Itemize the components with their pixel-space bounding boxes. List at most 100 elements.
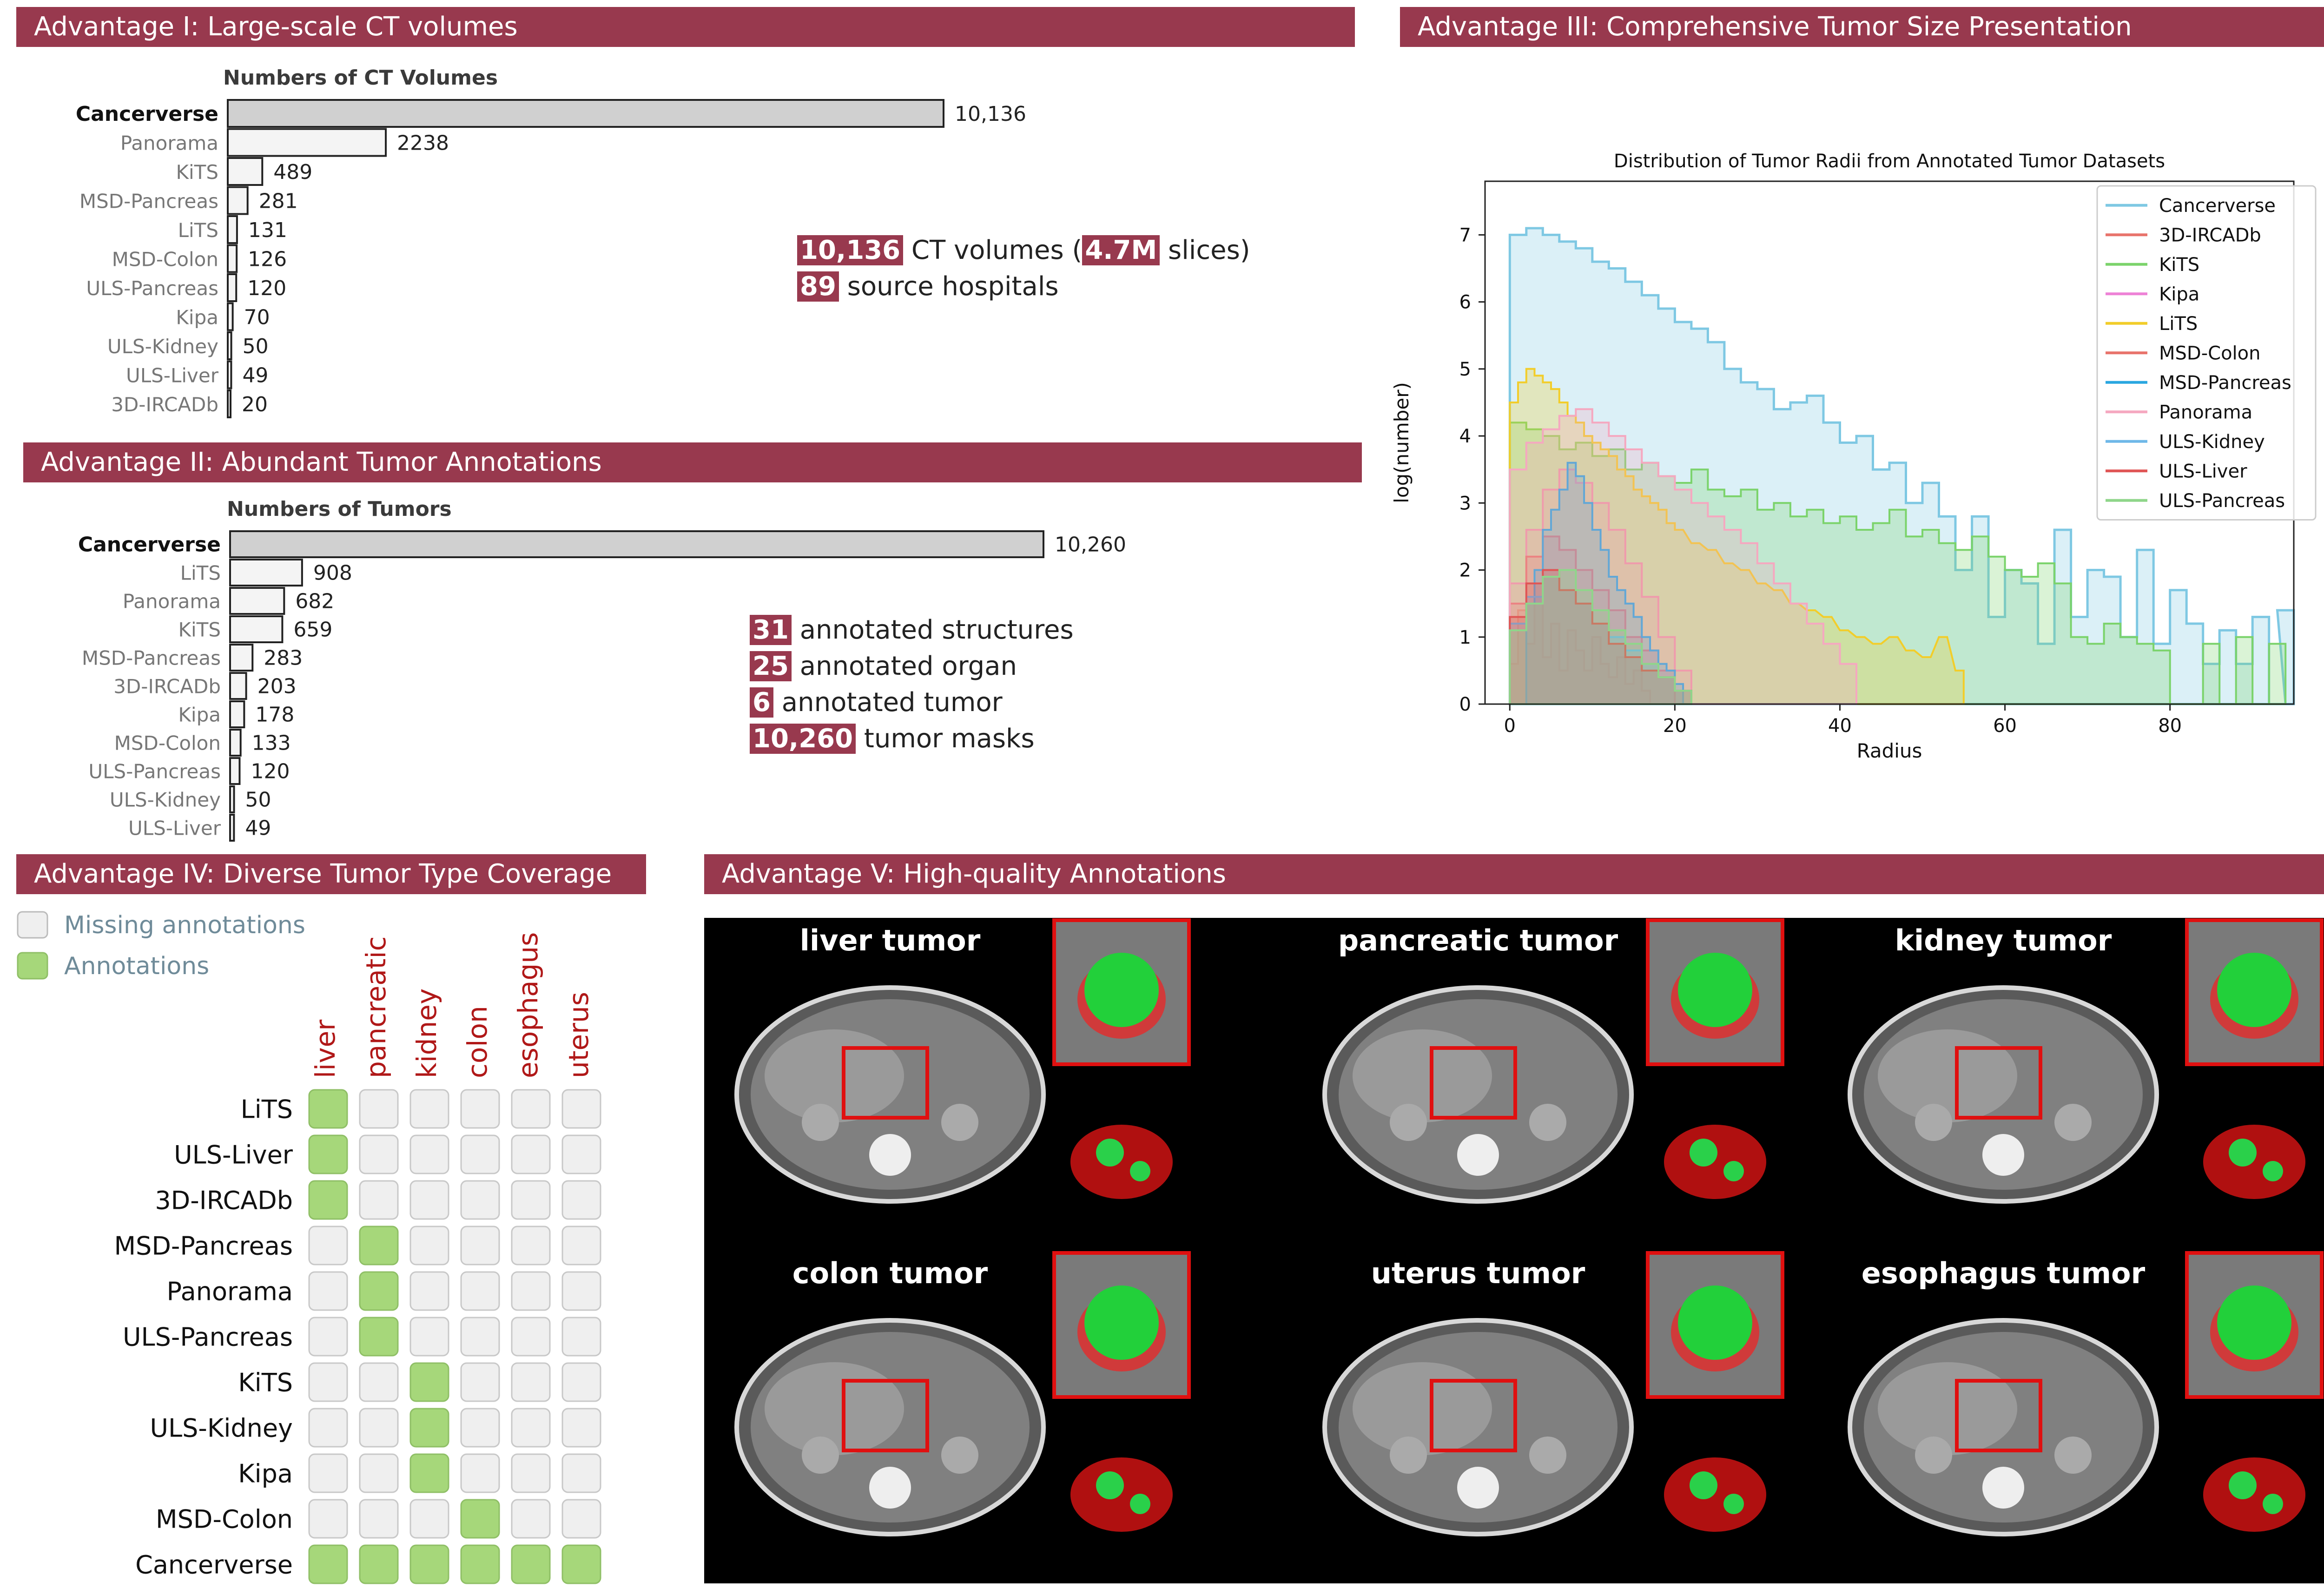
- missing-cell: [561, 1317, 601, 1357]
- legend-box: [2096, 185, 2317, 521]
- y-axis-label: log(number): [1390, 382, 1413, 503]
- missing-cell: [561, 1180, 601, 1220]
- legend-present-swatch: [17, 952, 48, 980]
- y-tick-label: 5: [1459, 359, 1471, 380]
- ct-label: colon tumor: [792, 1256, 988, 1290]
- annotation-cell: [359, 1544, 399, 1584]
- bar: [229, 672, 247, 700]
- category-label: Panorama: [123, 590, 221, 613]
- organ: [765, 1029, 904, 1122]
- series-area-msd-pancreas: [1525, 461, 1684, 705]
- render-3d-tumor: [1723, 1494, 1744, 1514]
- render-3d-tumor: [1690, 1139, 1717, 1167]
- legend-label: ULS-Liver: [2159, 461, 2247, 482]
- tumor-type-esophagus: esophagus: [512, 932, 544, 1078]
- annotation-cell: [460, 1544, 500, 1584]
- series-area-3d-ircadb: [1509, 596, 1651, 705]
- missing-cell: [511, 1317, 551, 1357]
- value-label: 10,136: [955, 102, 1026, 126]
- missing-cell: [409, 1271, 449, 1311]
- missing-cell: [511, 1089, 551, 1129]
- annotation-cell: [308, 1134, 348, 1174]
- ct-scan-colon-tumor: colon tumor: [734, 1251, 1191, 1536]
- legend-label: Panorama: [2159, 402, 2252, 423]
- y-tick-label: 6: [1459, 292, 1471, 313]
- bar: [229, 530, 1044, 558]
- hospitals-text: source hospitals: [838, 271, 1059, 302]
- legend-label: Cancerverse: [2159, 195, 2276, 217]
- legend-label: KiTS: [2159, 254, 2199, 276]
- series-area-uls-pancreas: [1509, 569, 1692, 705]
- x-tick-label: 0: [1504, 715, 1516, 737]
- bar: [229, 559, 303, 587]
- series-area-kits: [1509, 422, 2287, 705]
- missing-cell: [359, 1134, 399, 1174]
- kidney: [941, 1437, 978, 1474]
- missing-cell: [359, 1362, 399, 1402]
- structures-text: annotated structures: [791, 615, 1074, 645]
- ct-label: esophagus tumor: [1862, 1256, 2146, 1290]
- category-label: ULS-Kidney: [110, 789, 221, 811]
- missing-cell: [409, 1089, 449, 1129]
- legend-label: ULS-Pancreas: [2159, 490, 2285, 512]
- value-label: 49: [242, 364, 268, 388]
- annotation-cell: [308, 1089, 348, 1129]
- value-label: 659: [293, 618, 332, 642]
- category-label: MSD-Colon: [114, 732, 221, 755]
- render-3d-tumor: [1096, 1139, 1124, 1167]
- organ-value: 25: [750, 651, 792, 681]
- value-label: 908: [313, 561, 352, 585]
- roi-box: [1955, 1379, 2042, 1452]
- missing-cell: [511, 1453, 551, 1493]
- bar: [227, 99, 944, 128]
- missing-cell: [460, 1408, 500, 1448]
- series-area-lits: [1509, 368, 1965, 705]
- render-3d-tumor: [1096, 1471, 1124, 1499]
- value-label: 10,260: [1055, 533, 1126, 557]
- bar: [227, 157, 264, 186]
- adv1-banner: Advantage I: Large-scale CT volumes: [16, 7, 1355, 47]
- x-tick-label: 80: [2158, 715, 2182, 737]
- spine: [869, 1467, 911, 1509]
- tumor-type-pancreatic: pancreatic: [360, 936, 392, 1078]
- tumor-mask: [1084, 953, 1159, 1027]
- spine: [1982, 1467, 2024, 1509]
- annotation-cell: [460, 1499, 500, 1539]
- annotation-cell: [409, 1408, 449, 1448]
- bar: [227, 360, 232, 389]
- legend-label: MSD-Pancreas: [2159, 372, 2291, 394]
- category-label: LiTS: [180, 562, 221, 585]
- missing-cell: [561, 1134, 601, 1174]
- render-3d-organ: [1070, 1457, 1173, 1532]
- bar: [229, 757, 241, 785]
- missing-cell: [308, 1317, 348, 1357]
- value-label: 49: [245, 817, 271, 840]
- render-3d-tumor: [1130, 1494, 1150, 1514]
- category-label: MSD-Pancreas: [82, 647, 221, 670]
- series-area-cancerverse: [1508, 227, 2295, 705]
- render-3d-tumor: [1723, 1161, 1744, 1181]
- ct-label: pancreatic tumor: [1338, 923, 1618, 957]
- bar: [227, 273, 238, 302]
- category-label: Kipa: [176, 306, 218, 329]
- missing-cell: [308, 1362, 348, 1402]
- y-tick-label: 0: [1459, 694, 1471, 715]
- legend-present-label: Annotations: [64, 952, 209, 980]
- y-tick-label: 3: [1459, 493, 1471, 514]
- annotation-cell: [308, 1180, 348, 1220]
- missing-cell: [409, 1226, 449, 1265]
- dataset-label: Cancerverse: [135, 1550, 293, 1580]
- tumor-type-kidney: kidney: [411, 989, 442, 1078]
- value-label: 120: [247, 277, 286, 300]
- ct-annotation-panel: liver tumor pancreatic tumor kidney tumor c…: [704, 918, 2324, 1583]
- ct-label: liver tumor: [800, 923, 981, 957]
- bar: [227, 244, 238, 273]
- tumor-coverage-grid: Missing annotations Annotations liver pancr…: [17, 911, 601, 1584]
- kidney: [802, 1437, 839, 1474]
- ct-scan-uterus-tumor: uterus tumor: [1322, 1251, 1784, 1536]
- dataset-label: Panorama: [167, 1277, 293, 1306]
- roi-box: [1430, 1379, 1517, 1452]
- missing-cell: [460, 1089, 500, 1129]
- tumor-mask: [1678, 1285, 1752, 1360]
- legend-missing-swatch: [17, 911, 48, 939]
